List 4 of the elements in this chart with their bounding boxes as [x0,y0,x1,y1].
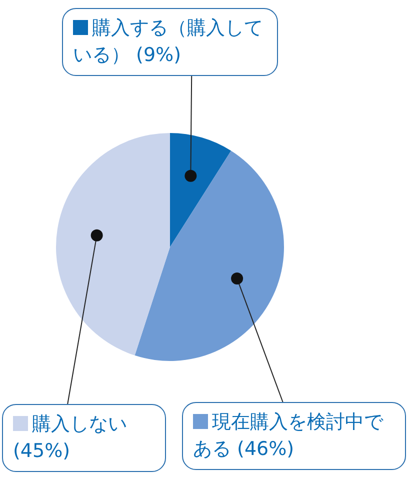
legend-label: 購入する（購入している） (9%) [73,17,263,66]
data-label: (45%) [13,440,70,462]
legend-label: 購入しない [32,413,127,435]
legend-label: 現在購入を検討中である (46%) [193,411,383,460]
